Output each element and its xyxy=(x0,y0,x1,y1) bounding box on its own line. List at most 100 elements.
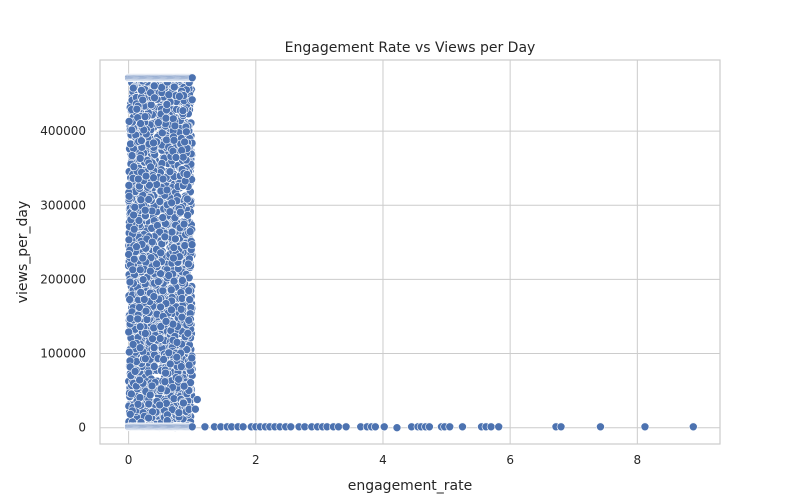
data-point xyxy=(144,413,153,423)
data-point xyxy=(164,348,174,358)
data-point xyxy=(155,334,165,343)
data-point xyxy=(164,271,173,280)
data-point xyxy=(145,390,155,400)
data-point xyxy=(147,237,157,247)
data-point xyxy=(135,265,145,275)
data-point xyxy=(134,174,143,184)
data-point xyxy=(149,343,159,352)
data-point xyxy=(183,194,192,204)
data-point xyxy=(184,259,193,269)
data-point xyxy=(150,93,159,103)
data-point xyxy=(128,340,138,349)
data-point xyxy=(140,354,150,364)
data-point xyxy=(129,162,139,172)
data-point xyxy=(127,125,137,135)
data-point xyxy=(168,114,178,124)
data-point xyxy=(596,422,605,432)
data-point xyxy=(127,151,137,160)
data-point xyxy=(159,355,168,364)
data-point xyxy=(183,328,193,338)
data-point xyxy=(124,117,134,126)
data-point xyxy=(146,100,156,110)
x-tick-label: 0 xyxy=(125,453,133,467)
data-point xyxy=(140,205,150,215)
data-point xyxy=(124,235,134,245)
data-point xyxy=(138,253,148,263)
y-tick-label: 400000 xyxy=(40,124,86,138)
data-point xyxy=(200,422,210,432)
data-point xyxy=(135,154,145,163)
data-point xyxy=(154,118,163,127)
data-point xyxy=(341,422,351,432)
data-point xyxy=(147,381,157,391)
data-point xyxy=(129,224,139,234)
data-point xyxy=(688,422,698,432)
data-point xyxy=(156,248,166,258)
data-point xyxy=(169,82,179,92)
data-point xyxy=(149,81,159,91)
x-tick-label: 4 xyxy=(379,453,387,467)
data-point xyxy=(156,302,165,312)
data-point xyxy=(155,197,165,206)
data-point xyxy=(167,305,176,315)
x-axis-label: engagement_rate xyxy=(348,478,473,494)
data-point xyxy=(176,207,185,217)
data-point xyxy=(133,314,143,324)
data-point xyxy=(152,259,161,269)
data-point xyxy=(136,195,146,205)
data-point xyxy=(392,423,402,432)
data-point xyxy=(139,295,149,304)
data-point xyxy=(133,399,143,409)
y-axis-ticks: 0 100000 200000 300000 400000 xyxy=(40,124,86,435)
chart-title: Engagement Rate vs Views per Day xyxy=(285,40,536,56)
data-point xyxy=(136,119,145,128)
data-point xyxy=(556,422,566,432)
data-point xyxy=(640,422,650,432)
data-point xyxy=(135,322,145,331)
data-point xyxy=(124,250,133,259)
data-point xyxy=(132,242,141,252)
data-point xyxy=(138,95,148,105)
data-point xyxy=(125,314,135,323)
data-point xyxy=(334,422,343,432)
data-point xyxy=(129,210,138,220)
data-point xyxy=(169,135,179,145)
data-point xyxy=(166,285,176,295)
data-point xyxy=(184,360,194,370)
x-tick-label: 2 xyxy=(252,453,260,467)
data-point xyxy=(494,422,504,432)
data-point xyxy=(185,227,195,236)
data-point xyxy=(125,295,134,304)
data-point xyxy=(156,322,166,331)
data-point xyxy=(161,317,171,326)
data-point xyxy=(130,202,140,212)
data-point xyxy=(130,367,140,376)
data-point xyxy=(161,368,170,378)
data-point xyxy=(183,210,192,220)
data-point xyxy=(132,104,142,114)
data-point xyxy=(144,195,153,204)
data-point xyxy=(187,95,197,105)
data-point xyxy=(286,422,296,432)
data-point xyxy=(165,207,175,217)
data-point xyxy=(182,170,192,179)
data-point xyxy=(445,422,455,432)
y-axis-label: views_per_day xyxy=(15,201,31,304)
data-point xyxy=(169,276,179,286)
y-tick-label: 300000 xyxy=(40,198,86,212)
data-point xyxy=(124,347,134,357)
data-point xyxy=(192,395,202,404)
data-point xyxy=(178,276,187,285)
data-point xyxy=(184,316,194,325)
data-point xyxy=(180,241,190,250)
data-point xyxy=(154,277,163,286)
data-point xyxy=(129,83,138,93)
data-point xyxy=(458,422,467,432)
data-point xyxy=(180,137,189,147)
data-point xyxy=(135,343,145,353)
data-point xyxy=(129,254,139,264)
data-point xyxy=(160,232,170,242)
data-point xyxy=(148,334,157,344)
data-point xyxy=(486,422,496,432)
